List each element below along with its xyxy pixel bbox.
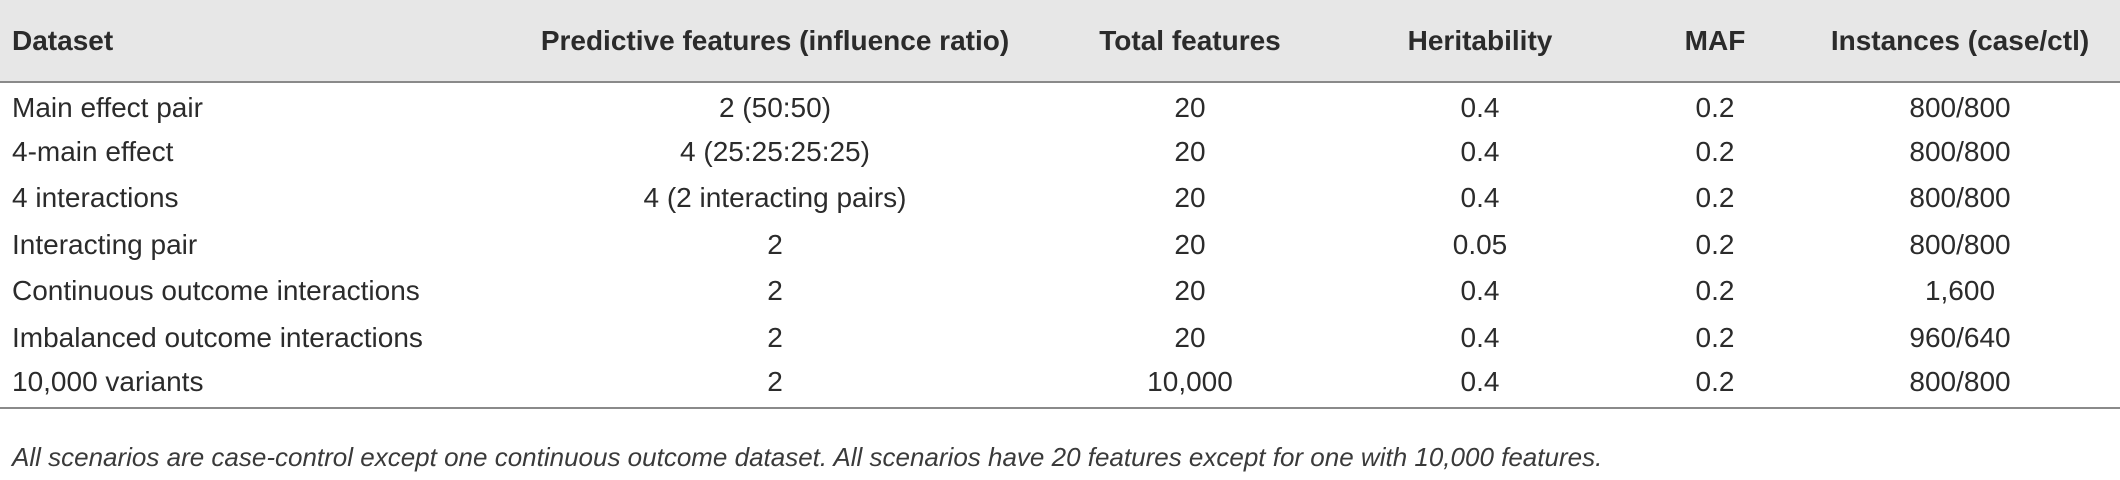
cell-dataset: 4 interactions <box>12 182 179 214</box>
cell-instances: 1,600 <box>1924 275 1996 307</box>
cell-maf: 0.2 <box>1695 228 1735 260</box>
cell-predictive-features: 2 (50:50) <box>718 91 832 123</box>
cell-maf: 0.2 <box>1695 275 1735 307</box>
cell-maf: 0.2 <box>1695 321 1735 353</box>
header-heritability: Heritability <box>1330 0 1630 83</box>
cell-predictive-features: 2 <box>767 275 783 307</box>
header-dataset: Dataset <box>0 0 500 83</box>
cell-instances: 960/640 <box>1909 321 2011 353</box>
cell-predictive-features: 4 (2 interacting pairs) <box>643 182 907 214</box>
header-instances: Instances (case/ctl) <box>1800 0 2120 83</box>
table-header: Dataset Predictive features (influence r… <box>0 0 2120 83</box>
cell-total-features: 20 <box>1174 182 1206 214</box>
cell-total-features: 20 <box>1174 275 1206 307</box>
cell-heritability: 0.4 <box>1460 321 1500 353</box>
cell-instances: 800/800 <box>1909 182 2011 214</box>
header-predictive-features: Predictive features (influence ratio) <box>500 0 1050 83</box>
cell-dataset: 10,000 variants <box>0 361 500 409</box>
cell-maf: 0.2 <box>1630 361 1800 409</box>
cell-heritability: 0.4 <box>1460 182 1500 214</box>
cell-maf: 0.2 <box>1695 91 1735 123</box>
table-row: Main effect pair 2 (50:50) 20 0.4 0.2 80… <box>0 82 2120 129</box>
table-row: 4 interactions 4 (2 interacting pairs) 2… <box>0 175 2120 222</box>
cell-maf: 0.2 <box>1695 182 1735 214</box>
cell-instances: 800/800 <box>1909 135 2011 167</box>
cell-instances: 800/800 <box>1800 361 2120 409</box>
cell-dataset: Imbalanced outcome interactions <box>12 321 423 353</box>
cell-heritability: 0.4 <box>1460 135 1500 167</box>
table-row: 10,000 variants 2 10,000 0.4 0.2 800/800 <box>0 361 2120 409</box>
cell-total-features: 20 <box>1174 91 1206 123</box>
cell-dataset: 4-main effect <box>12 135 174 167</box>
cell-maf: 0.2 <box>1695 135 1735 167</box>
table-footnote: All scenarios are case-control except on… <box>12 442 1603 472</box>
cell-predictive-features: 4 (25:25:25:25) <box>680 135 870 167</box>
table-row: Interacting pair 2 20 0.05 0.2 800/800 <box>0 222 2120 269</box>
cell-dataset: Interacting pair <box>12 228 198 260</box>
cell-heritability: 0.4 <box>1460 91 1500 123</box>
cell-instances: 800/800 <box>1909 228 2011 260</box>
cell-total-features: 20 <box>1174 135 1206 167</box>
cell-total-features: 20 <box>1174 228 1206 260</box>
cell-dataset: Continuous outcome interactions <box>12 275 420 307</box>
table-row: Imbalanced outcome interactions 2 20 0.4… <box>0 315 2120 362</box>
cell-predictive-features: 2 <box>767 228 783 260</box>
cell-total-features: 10,000 <box>1050 361 1330 409</box>
header-row: Dataset Predictive features (influence r… <box>0 0 2120 83</box>
table-body: Main effect pair 2 (50:50) 20 0.4 0.2 80… <box>0 82 2120 409</box>
cell-heritability: 0.4 <box>1330 361 1630 409</box>
header-total-features: Total features <box>1050 0 1330 83</box>
cell-dataset: Main effect pair <box>12 91 203 123</box>
cell-heritability: 0.4 <box>1460 275 1500 307</box>
cell-predictive-features: 2 <box>500 361 1050 409</box>
table-row: 4-main effect 4 (25:25:25:25) 20 0.4 0.2… <box>0 129 2120 176</box>
cell-predictive-features: 2 <box>767 321 783 353</box>
table-row: Continuous outcome interactions 2 20 0.4… <box>0 268 2120 315</box>
cell-instances: 800/800 <box>1909 91 2011 123</box>
header-maf: MAF <box>1630 0 1800 83</box>
cell-heritability: 0.05 <box>1452 228 1508 260</box>
cell-total-features: 20 <box>1174 321 1206 353</box>
datasets-table: Dataset Predictive features (influence r… <box>0 0 2120 409</box>
